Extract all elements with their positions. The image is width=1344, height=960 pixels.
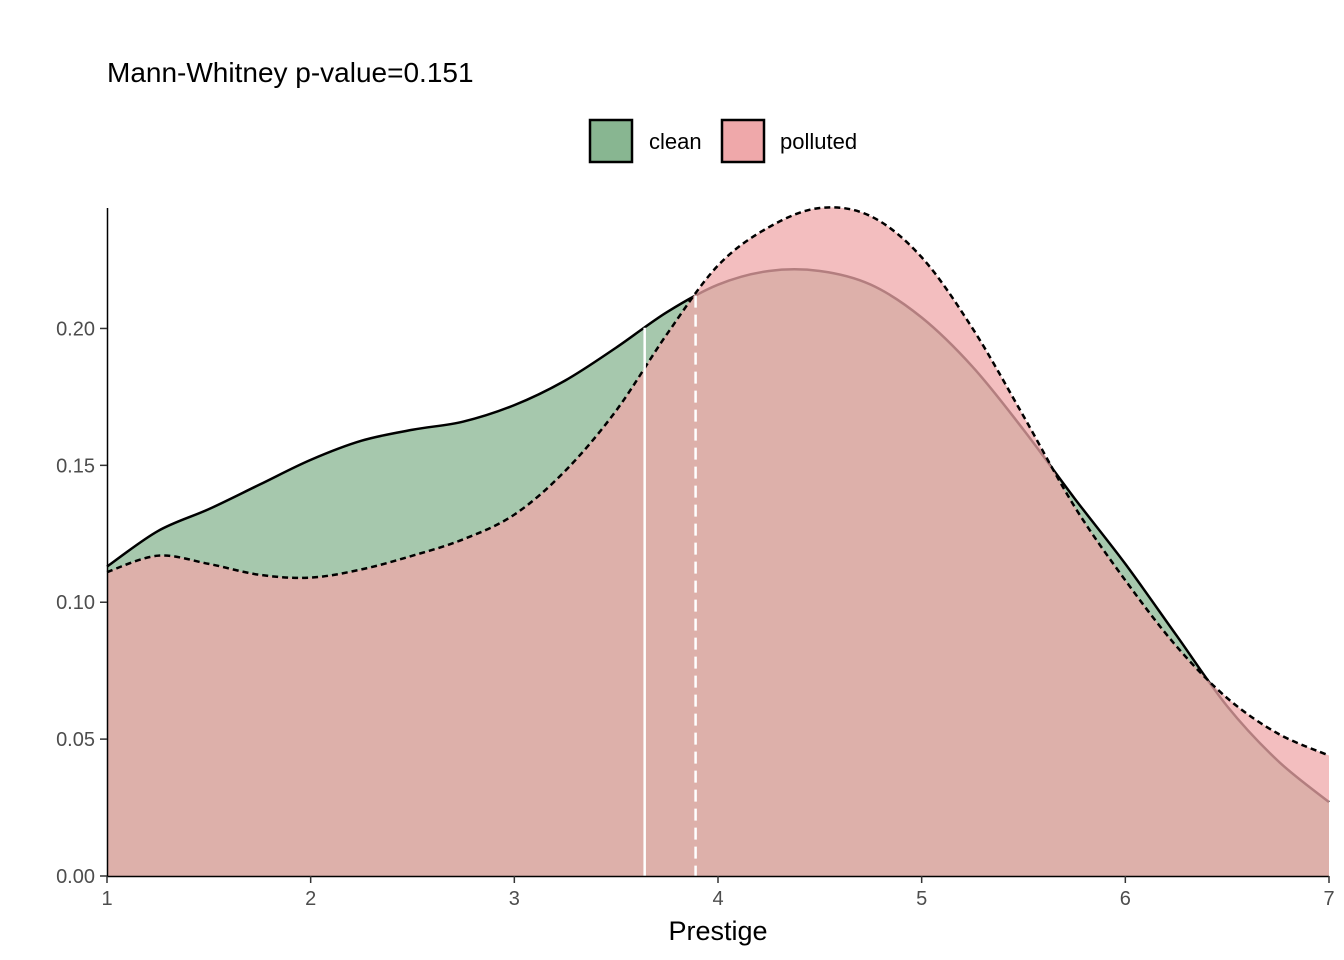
legend-label-polluted: polluted [780,129,857,154]
y-tick-label: 0.15 [56,455,95,477]
density-line-polluted [106,206,1330,757]
x-tick-label: 3 [509,888,520,910]
x-tick-label: 4 [712,888,723,910]
legend: clean polluted [588,118,857,164]
x-tick-label: 1 [101,888,112,910]
y-axis-ticks: 0.00 0.05 0.10 0.15 0.20 [56,318,107,888]
y-tick-label: 0.05 [56,729,95,751]
x-axis-ticks: 1 2 3 4 5 6 7 [101,876,1335,910]
chart-title: Mann-Whitney p-value=0.151 [107,57,474,88]
x-axis-title: Prestige [668,916,767,946]
x-tick-label: 6 [1120,888,1131,910]
legend-label-clean: clean [649,129,702,154]
legend-key-polluted [720,118,766,164]
density-area-polluted [107,207,1329,877]
y-tick-label: 0.00 [56,866,95,888]
legend-key-clean [588,118,634,164]
x-tick-label: 2 [305,888,316,910]
y-tick-label: 0.10 [56,592,95,614]
x-tick-label: 5 [916,888,927,910]
y-tick-label: 0.20 [56,318,95,340]
plot-area [106,206,1330,877]
x-tick-label: 7 [1323,888,1334,910]
